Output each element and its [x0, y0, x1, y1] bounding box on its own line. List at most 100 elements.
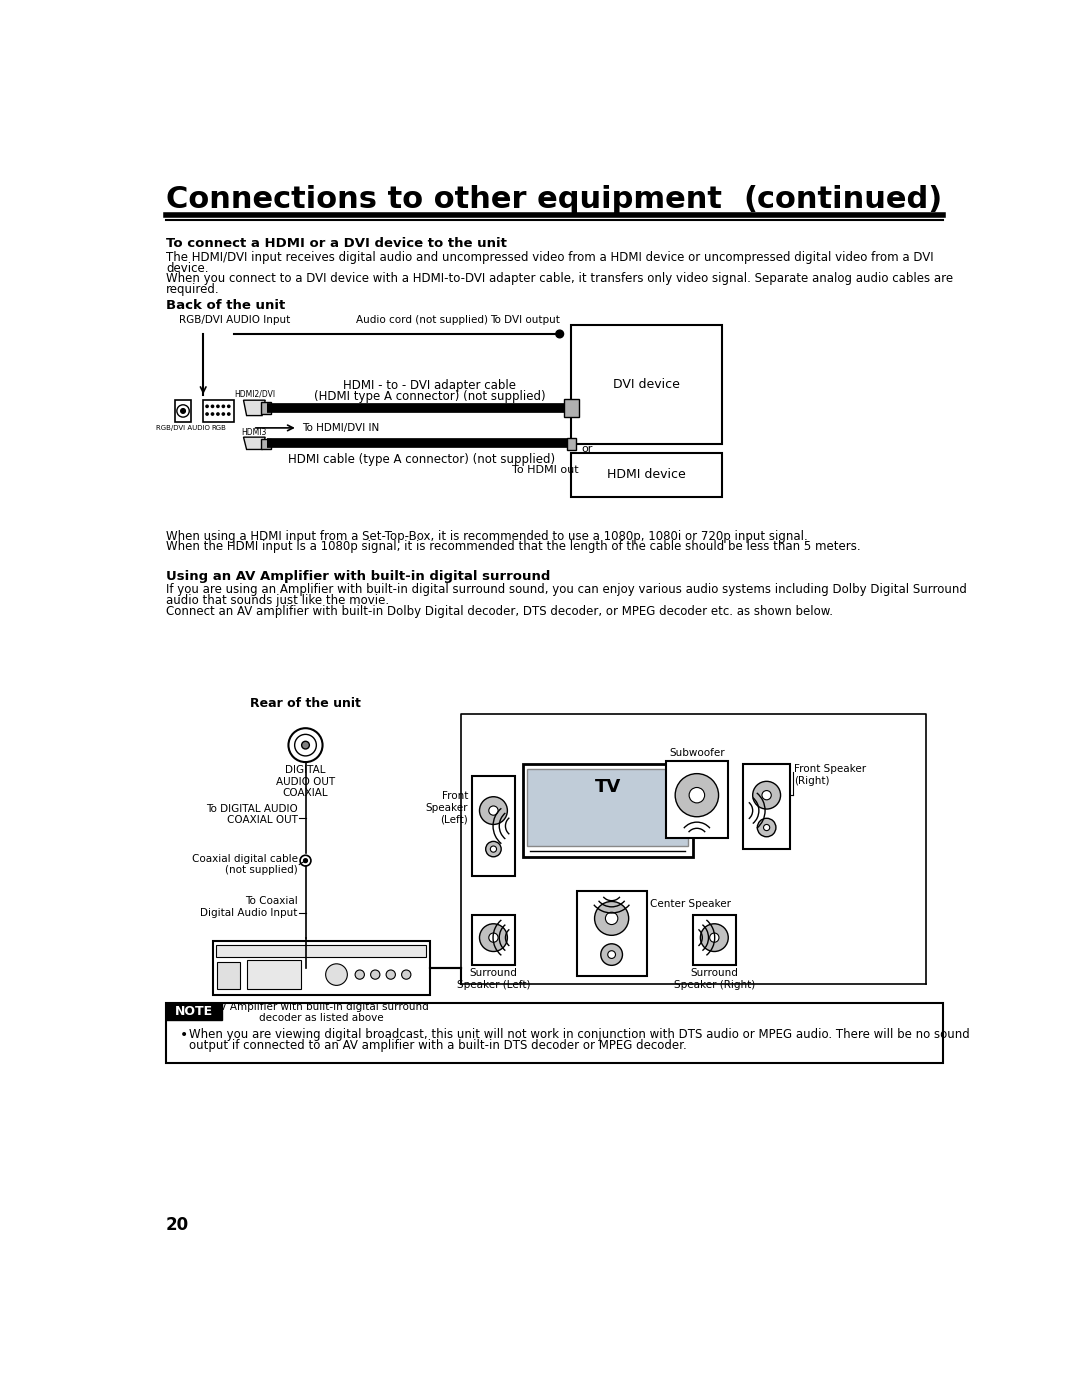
Bar	[527, 768, 688, 847]
Text: The HDMI/DVI input receives digital audio and uncompressed video from a HDMI dev: The HDMI/DVI input receives digital audi…	[166, 251, 933, 264]
Bar	[166, 1003, 221, 1020]
Circle shape	[753, 781, 781, 809]
Bar	[567, 437, 576, 450]
Text: DVI device: DVI device	[612, 379, 679, 391]
Circle shape	[288, 728, 323, 763]
Text: When you are viewing digital broadcast, this unit will not work in conjunction w: When you are viewing digital broadcast, …	[189, 1028, 970, 1041]
Circle shape	[222, 405, 225, 408]
Circle shape	[480, 923, 508, 951]
Text: HDMI device: HDMI device	[607, 468, 686, 482]
Text: •: •	[180, 1028, 188, 1042]
Text: RGB/DVI AUDIO: RGB/DVI AUDIO	[157, 425, 210, 430]
Circle shape	[556, 330, 564, 338]
Bar	[564, 398, 579, 418]
Text: HDMI cable (type A connector) (not supplied): HDMI cable (type A connector) (not suppl…	[288, 453, 555, 465]
Polygon shape	[243, 437, 266, 450]
Circle shape	[700, 923, 728, 951]
Circle shape	[180, 409, 186, 414]
Text: To DVI output: To DVI output	[490, 316, 559, 326]
Text: Subwoofer: Subwoofer	[670, 749, 725, 759]
Text: Back of the unit: Back of the unit	[166, 299, 285, 312]
Text: Rear of the unit: Rear of the unit	[251, 697, 361, 711]
Text: To Coaxial
Digital Audio Input: To Coaxial Digital Audio Input	[201, 895, 298, 918]
Circle shape	[300, 855, 311, 866]
Text: To DIGITAL AUDIO
COAXIAL OUT: To DIGITAL AUDIO COAXIAL OUT	[206, 803, 298, 826]
Circle shape	[370, 970, 380, 979]
Bar	[743, 764, 789, 849]
Circle shape	[489, 933, 498, 942]
Circle shape	[480, 796, 508, 824]
Text: When using a HDMI input from a Set-Top-Box, it is recommended to use a 1080p, 10: When using a HDMI input from a Set-Top-B…	[166, 529, 808, 542]
Circle shape	[675, 774, 718, 817]
Circle shape	[212, 414, 214, 415]
Circle shape	[301, 742, 309, 749]
Text: (HDMI type A connector) (not supplied): (HDMI type A connector) (not supplied)	[313, 390, 545, 404]
Text: Front Speaker
(Right): Front Speaker (Right)	[794, 764, 866, 787]
Bar	[216, 944, 427, 957]
Bar	[213, 942, 430, 996]
Text: Coaxial digital cable
(not supplied): Coaxial digital cable (not supplied)	[192, 854, 298, 876]
Bar	[472, 915, 515, 964]
Circle shape	[764, 824, 770, 831]
Circle shape	[326, 964, 348, 985]
Text: Audio cord (not supplied): Audio cord (not supplied)	[355, 316, 488, 326]
Circle shape	[489, 806, 498, 816]
Text: TV: TV	[595, 778, 621, 796]
Text: Center Speaker: Center Speaker	[650, 900, 731, 909]
Text: required.: required.	[166, 284, 219, 296]
Circle shape	[228, 414, 230, 415]
Text: HDMI - to - DVI adapter cable: HDMI - to - DVI adapter cable	[343, 380, 516, 393]
Text: (continued): (continued)	[743, 186, 943, 215]
Circle shape	[606, 912, 618, 925]
Circle shape	[228, 405, 230, 408]
Circle shape	[212, 405, 214, 408]
Bar	[217, 961, 241, 989]
Circle shape	[402, 970, 410, 979]
Circle shape	[217, 405, 219, 408]
Text: Surround
Speaker (Right): Surround Speaker (Right)	[674, 968, 755, 990]
Circle shape	[762, 791, 771, 800]
Text: output if connected to an AV amplifier with a built-in DTS decoder or MPEG decod: output if connected to an AV amplifier w…	[189, 1038, 687, 1052]
Text: Connect an AV amplifier with built-in Dolby Digital decoder, DTS decoder, or MPE: Connect an AV amplifier with built-in Do…	[166, 605, 833, 617]
Bar	[577, 891, 647, 977]
Bar	[666, 760, 728, 838]
Circle shape	[303, 859, 308, 862]
Text: HDMI2/DVI: HDMI2/DVI	[233, 390, 275, 398]
Text: audio that sounds just like the movie.: audio that sounds just like the movie.	[166, 594, 389, 608]
Bar	[523, 764, 693, 856]
Circle shape	[206, 405, 208, 408]
Bar	[570, 453, 721, 497]
Circle shape	[206, 414, 208, 415]
Bar	[246, 960, 301, 989]
Text: AV Amplifier with built-in digital surround
decoder as listed above: AV Amplifier with built-in digital surro…	[213, 1002, 429, 1023]
Circle shape	[600, 944, 622, 965]
Text: or: or	[581, 444, 593, 454]
Text: DIGITAL
AUDIO OUT
COAXIAL: DIGITAL AUDIO OUT COAXIAL	[275, 766, 335, 798]
Text: Front
Speaker
(Left): Front Speaker (Left)	[426, 791, 469, 824]
Circle shape	[177, 405, 189, 418]
Text: 20: 20	[166, 1217, 189, 1235]
Text: RGB: RGB	[212, 425, 226, 430]
Polygon shape	[243, 400, 266, 415]
Circle shape	[689, 788, 704, 803]
Text: If you are using an Amplifier with built-in digital surround sound, you can enjo: If you are using an Amplifier with built…	[166, 584, 967, 597]
Bar	[260, 402, 271, 414]
Bar	[260, 439, 271, 450]
Bar	[570, 324, 721, 444]
Bar	[472, 775, 515, 876]
Circle shape	[490, 847, 497, 852]
Circle shape	[710, 933, 719, 942]
Text: To HDMI/DVI IN: To HDMI/DVI IN	[301, 423, 379, 433]
Bar	[166, 1003, 943, 1063]
Circle shape	[595, 901, 629, 936]
Text: device.: device.	[166, 261, 208, 275]
Circle shape	[295, 735, 316, 756]
Circle shape	[608, 951, 616, 958]
Text: NOTE: NOTE	[175, 1004, 213, 1018]
Circle shape	[486, 841, 501, 856]
Circle shape	[757, 819, 775, 837]
Text: HDMI3: HDMI3	[242, 427, 267, 437]
Text: Connections to other equipment: Connections to other equipment	[166, 186, 723, 215]
Text: Surround
Speaker (Left): Surround Speaker (Left)	[457, 968, 530, 990]
Text: When you connect to a DVI device with a HDMI-to-DVI adapter cable, it transfers : When you connect to a DVI device with a …	[166, 272, 954, 285]
